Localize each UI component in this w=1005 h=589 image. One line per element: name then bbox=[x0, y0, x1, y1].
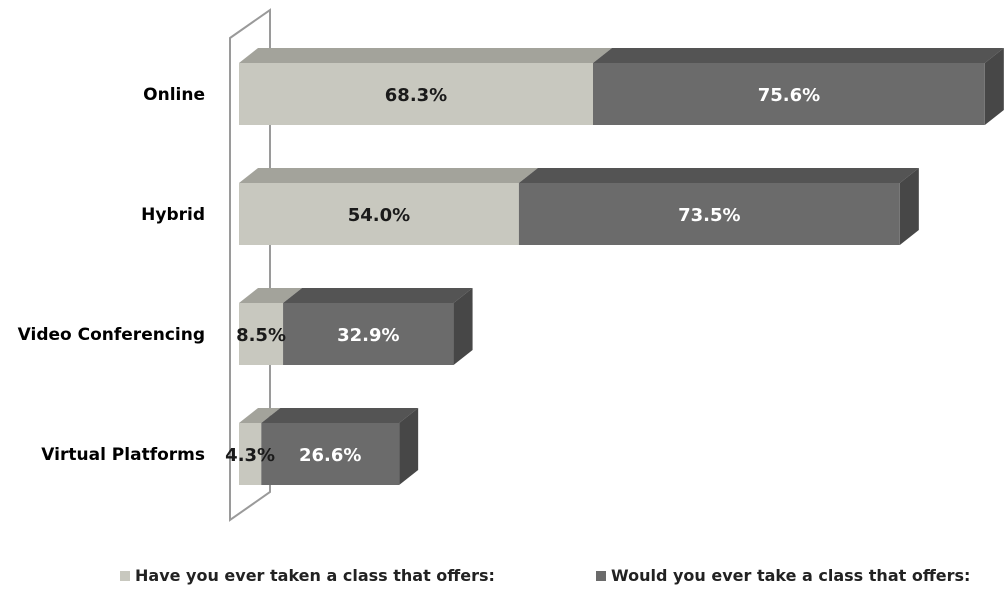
data-label-taken: 54.0% bbox=[348, 205, 410, 226]
category-label: Video Conferencing bbox=[18, 325, 205, 345]
bar-taken bbox=[239, 423, 262, 485]
data-label-would-take: 75.6% bbox=[758, 85, 820, 106]
data-label-taken: 4.3% bbox=[225, 445, 275, 466]
bar-side-would-take bbox=[899, 168, 919, 245]
bar-top-would-take bbox=[518, 168, 919, 183]
data-labels: 68.3% 75.6% 54.0% 73.5% 8.5% 32.9% 4.3% 26.6% bbox=[225, 85, 820, 466]
data-label-taken: 8.5% bbox=[236, 325, 286, 346]
chart-back-wall bbox=[229, 8, 271, 522]
bar-taken bbox=[239, 183, 519, 245]
bar-taken bbox=[239, 63, 593, 125]
bar-would-take bbox=[592, 63, 985, 125]
bar-would-take bbox=[283, 303, 454, 365]
bar-top-would-take bbox=[261, 408, 419, 423]
back-wall-frame bbox=[229, 8, 271, 522]
legend-swatch-would-take bbox=[596, 570, 606, 581]
bar-side-would-take bbox=[453, 288, 473, 365]
bar-taken bbox=[239, 303, 284, 365]
bar-chart: Online Hybrid Video Conferencing Virtual Pl… bbox=[18, 8, 1004, 522]
data-label-would-take: 26.6% bbox=[299, 445, 361, 466]
legend-label-taken: Have you ever taken a class that offers: bbox=[135, 566, 495, 585]
bar-top-taken bbox=[239, 48, 612, 63]
bar-top-taken bbox=[239, 288, 303, 303]
category-label: Virtual Platforms bbox=[41, 445, 205, 465]
bar-top-taken bbox=[239, 408, 281, 423]
legend-item-taken: Have you ever taken a class that offers: bbox=[120, 566, 495, 585]
category-labels: Online Hybrid Video Conferencing Virtual Pl… bbox=[18, 85, 205, 465]
bar-side-would-take bbox=[984, 48, 1004, 125]
legend-swatch-taken bbox=[120, 570, 130, 581]
bar-top-would-take bbox=[283, 288, 473, 303]
bar-top-would-take bbox=[592, 48, 1004, 63]
data-label-would-take: 73.5% bbox=[678, 205, 740, 226]
legend-item-would-take: Would you ever take a class that offers: bbox=[596, 566, 970, 585]
legend: Have you ever taken a class that offers:… bbox=[0, 566, 1005, 588]
legend-label-would-take: Would you ever take a class that offers: bbox=[611, 566, 971, 585]
bar-side-would-take bbox=[399, 408, 419, 485]
bar-would-take bbox=[518, 183, 900, 245]
bar-would-take bbox=[261, 423, 400, 485]
bar-top-taken bbox=[239, 168, 538, 183]
bar-group bbox=[239, 48, 1004, 485]
category-label: Hybrid bbox=[141, 205, 205, 225]
category-label: Online bbox=[143, 85, 205, 105]
data-label-would-take: 32.9% bbox=[337, 325, 399, 346]
data-label-taken: 68.3% bbox=[385, 85, 447, 106]
